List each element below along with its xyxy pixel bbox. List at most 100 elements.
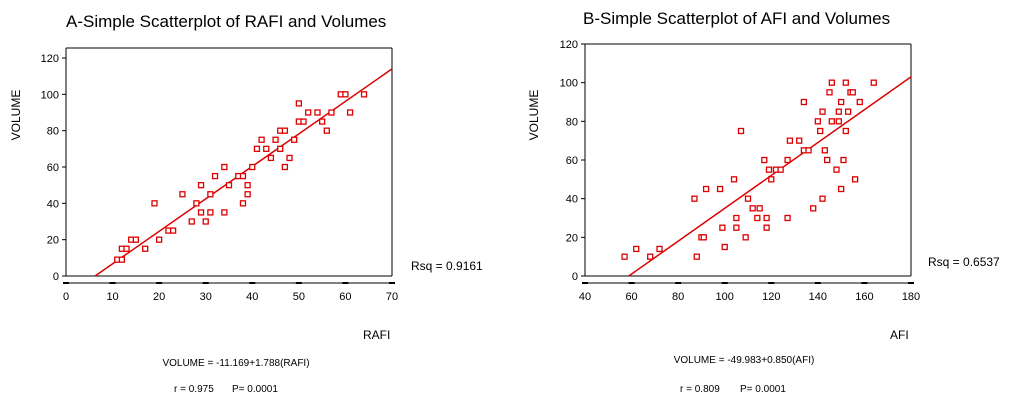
data-point [314,109,321,116]
data-point [197,182,205,189]
x-tick-label: 140 [809,291,827,303]
data-point [733,214,740,222]
data-point [817,127,824,135]
y-tick-label: 40 [47,198,59,210]
x-tick-label: 20 [153,291,165,303]
data-point [826,89,833,96]
y-tick-label: 0 [53,271,59,283]
x-tick-label: 50 [293,291,305,303]
data-point [272,136,279,143]
data-point [647,253,654,260]
data-point [719,224,726,231]
chart-b-ylabel: VOLUME [527,90,541,141]
chart-panel-a: A-Simple Scatterplot of RAFI and Volumes… [9,12,483,395]
y-tick-label: 60 [566,155,578,167]
data-point [244,182,251,189]
data-point [842,127,849,135]
chart-a-xlabel: RAFI [363,328,390,342]
y-tick-label: 0 [572,271,578,283]
data-point [763,224,770,231]
data-point [142,245,149,252]
x-tick-label: 0 [63,291,69,303]
data-point [837,98,845,106]
chart-a-p: P= 0.0001 [232,384,278,395]
data-point [318,118,326,125]
data-point [267,154,275,162]
data-point [833,166,840,173]
chart-b-rsq: Rsq = 0.6537 [928,255,1000,269]
data-point [824,156,831,164]
chart-a-equation: VOLUME = -11.169+1.788(RAFI) [162,358,309,369]
data-point [346,109,354,116]
chart-b-title: B-Simple Scatterplot of AFI and Volumes [583,9,890,28]
data-point [323,127,330,134]
x-tick-label: 180 [902,291,920,303]
data-point [295,100,303,107]
x-tick-label: 40 [579,291,591,303]
chart-b-points [621,79,877,260]
data-point [118,256,126,263]
data-point [249,163,256,171]
y-tick-label: 20 [566,232,578,244]
y-tick-label: 60 [47,162,59,174]
chart-a-rsq: Rsq = 0.9161 [411,259,483,273]
data-point [761,156,768,164]
data-point [849,89,856,96]
data-point [239,172,247,180]
data-point [300,118,307,125]
data-point [244,191,251,198]
data-point [749,205,756,212]
data-point [700,234,707,241]
data-point [810,205,817,212]
data-point [742,234,749,241]
data-point [786,137,794,144]
data-point [828,118,835,125]
x-tick-label: 60 [339,291,351,303]
data-point [258,136,265,143]
chart-b-xlabel: AFI [890,328,909,342]
y-tick-label: 100 [41,89,59,101]
data-point [842,79,849,86]
data-point [835,108,842,115]
data-point [328,109,335,116]
y-tick-label: 120 [560,39,578,51]
data-point [291,136,298,143]
data-point [239,200,247,207]
data-point [281,127,289,134]
data-point [123,245,130,252]
y-tick-label: 20 [47,235,59,247]
data-point [744,195,752,202]
x-tick-label: 60 [625,291,637,303]
data-point [621,253,628,260]
data-point [132,236,140,243]
x-tick-label: 70 [386,291,398,303]
chart-a-y-ticks: 0 20 40 60 80 100 120 [41,53,66,283]
chart-a-x-ticks: 0 10 20 30 40 50 60 70 [63,282,398,303]
data-point [819,108,826,115]
data-point [840,156,847,164]
data-point [721,243,728,251]
data-point [188,218,195,225]
data-point [756,205,763,212]
y-tick-label: 120 [41,53,59,65]
data-point [870,79,877,86]
data-point [821,147,828,154]
x-tick-label: 100 [716,291,734,303]
y-tick-label: 40 [566,194,578,206]
data-point [360,91,368,98]
data-point [702,185,710,193]
data-point [207,191,214,198]
data-point [691,195,698,202]
data-point [716,185,724,193]
data-point [844,108,852,115]
chart-b-y-ticks: 0 20 40 60 80 100 120 [560,39,585,283]
data-point [733,224,740,231]
data-point [286,154,293,162]
data-point [193,200,200,207]
data-point [633,245,640,253]
data-point [765,166,773,173]
chart-a-title: A-Simple Scatterplot of RAFI and Volumes [66,12,386,31]
chart-a-points [114,91,368,263]
data-point [169,227,177,234]
